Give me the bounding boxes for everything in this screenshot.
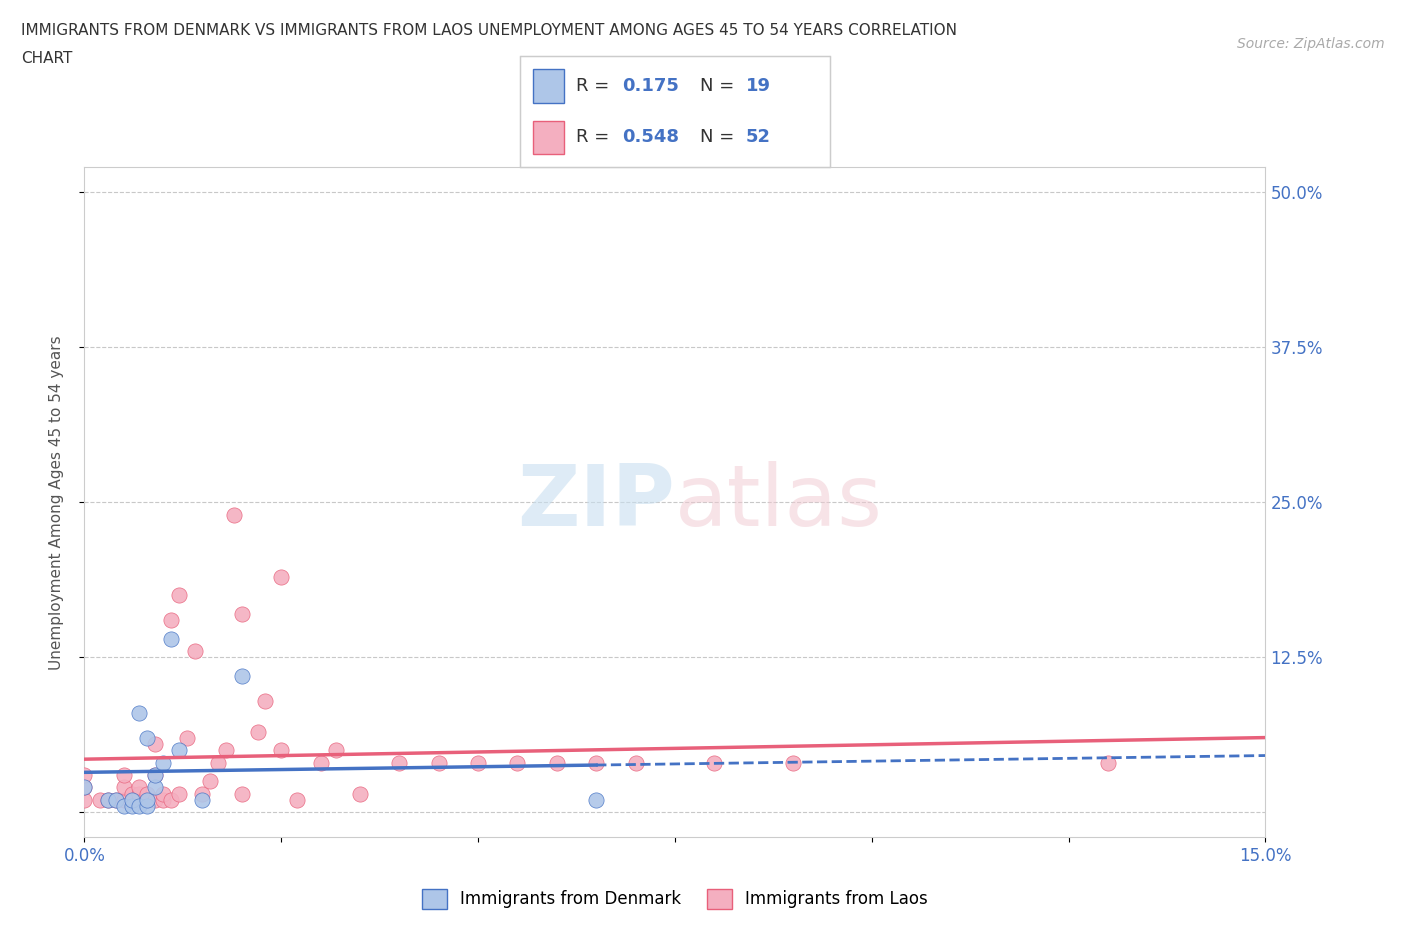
Point <box>427 755 450 770</box>
Point <box>309 755 332 770</box>
Point <box>152 755 174 770</box>
Point <box>782 755 804 770</box>
Point <box>121 792 143 807</box>
Point <box>112 780 135 795</box>
Point <box>73 780 96 795</box>
Point <box>89 792 111 807</box>
Point <box>388 755 411 770</box>
FancyBboxPatch shape <box>533 121 564 154</box>
Text: IMMIGRANTS FROM DENMARK VS IMMIGRANTS FROM LAOS UNEMPLOYMENT AMONG AGES 45 TO 54: IMMIGRANTS FROM DENMARK VS IMMIGRANTS FR… <box>21 23 957 38</box>
Point <box>97 792 120 807</box>
FancyBboxPatch shape <box>533 69 564 102</box>
Point <box>136 786 159 801</box>
Text: R =: R = <box>576 128 614 146</box>
Text: 19: 19 <box>747 77 770 95</box>
Text: R =: R = <box>576 77 614 95</box>
Point <box>136 792 159 807</box>
Point <box>325 743 347 758</box>
Point <box>506 755 529 770</box>
Text: ZIP: ZIP <box>517 460 675 544</box>
Point <box>191 792 214 807</box>
Point <box>104 792 127 807</box>
Point <box>585 792 607 807</box>
Point <box>73 767 96 782</box>
Legend: Immigrants from Denmark, Immigrants from Laos: Immigrants from Denmark, Immigrants from… <box>415 882 935 916</box>
Point <box>143 792 166 807</box>
Point <box>167 588 190 603</box>
Point <box>112 767 135 782</box>
Point <box>231 606 253 621</box>
Point <box>112 799 135 814</box>
Point <box>136 799 159 814</box>
Point <box>215 743 238 758</box>
Text: 0.548: 0.548 <box>623 128 679 146</box>
Point <box>143 767 166 782</box>
Point <box>143 737 166 751</box>
Point <box>246 724 269 739</box>
Text: atlas: atlas <box>675 460 883 544</box>
Point <box>176 730 198 745</box>
Text: CHART: CHART <box>21 51 73 66</box>
Point <box>467 755 489 770</box>
Point <box>112 792 135 807</box>
Point <box>222 507 245 522</box>
Point <box>160 613 183 628</box>
Point <box>104 792 127 807</box>
Point <box>349 786 371 801</box>
Point <box>270 569 292 584</box>
Point <box>254 693 277 708</box>
Point <box>136 730 159 745</box>
Point <box>73 780 96 795</box>
Point <box>231 786 253 801</box>
Point <box>152 786 174 801</box>
Point <box>160 631 183 646</box>
Point <box>128 780 150 795</box>
Y-axis label: Unemployment Among Ages 45 to 54 years: Unemployment Among Ages 45 to 54 years <box>49 335 63 670</box>
Point <box>128 786 150 801</box>
Point <box>703 755 725 770</box>
Point <box>624 755 647 770</box>
Point <box>73 792 96 807</box>
Point <box>183 644 205 658</box>
Text: 52: 52 <box>747 128 770 146</box>
Point <box>207 755 229 770</box>
Point <box>121 792 143 807</box>
Point <box>285 792 308 807</box>
Point <box>231 669 253 684</box>
Point <box>121 786 143 801</box>
Point <box>1097 755 1119 770</box>
Point <box>128 706 150 721</box>
Point <box>128 792 150 807</box>
Point <box>160 792 183 807</box>
Point <box>191 786 214 801</box>
Point <box>270 743 292 758</box>
Point <box>136 792 159 807</box>
Text: N =: N = <box>700 77 740 95</box>
Point <box>97 792 120 807</box>
Point <box>167 786 190 801</box>
Text: Source: ZipAtlas.com: Source: ZipAtlas.com <box>1237 37 1385 51</box>
Point <box>167 743 190 758</box>
Point <box>143 767 166 782</box>
Point <box>128 799 150 814</box>
Point <box>546 755 568 770</box>
Point <box>585 755 607 770</box>
Point <box>121 799 143 814</box>
Point <box>143 780 166 795</box>
Point <box>200 774 222 789</box>
Text: N =: N = <box>700 128 740 146</box>
Point <box>152 792 174 807</box>
Text: 0.175: 0.175 <box>623 77 679 95</box>
